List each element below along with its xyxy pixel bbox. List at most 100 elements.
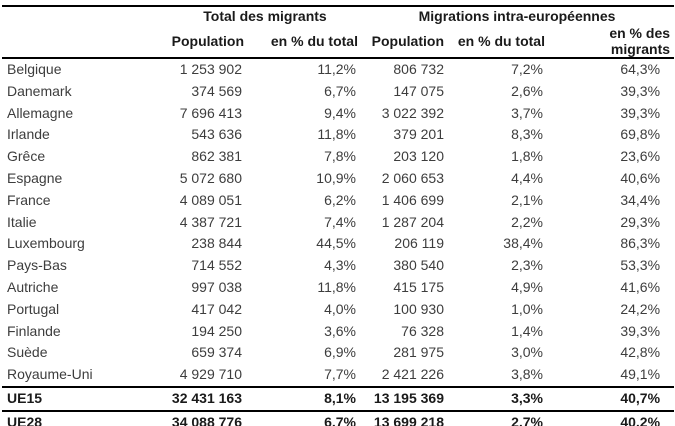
value-cell: 4 929 710 [179, 366, 242, 383]
value-cell: 3,0% [511, 344, 543, 361]
value-cell: 11,2% [317, 61, 356, 77]
country-label: Royaume-Uni [7, 366, 93, 383]
value-cell: 2,3% [511, 257, 543, 274]
value-cell: 7 696 413 [179, 104, 242, 121]
value-cell: 40,7% [620, 389, 661, 406]
value-cell: 4,0% [324, 300, 356, 317]
table-row: Luxembourg 238 844 44,5% 206 119 38,4% 8… [2, 233, 674, 255]
group-header-intra-european: Migrations intra-européennes [418, 8, 616, 24]
table-row: Belgique 1 253 902 11,2% 806 732 7,2% 64… [2, 58, 674, 81]
country-label: Suède [7, 344, 48, 361]
value-cell: 1 287 204 [381, 213, 444, 230]
value-cell: 69,8% [620, 126, 661, 143]
value-cell: 42,8% [620, 344, 661, 361]
col-header-population-total: Population [171, 33, 244, 49]
table-row: Finlande 194 250 3,6% 76 328 1,4% 39,3% [2, 321, 674, 343]
value-cell: 380 540 [393, 257, 444, 274]
value-cell: 11,8% [317, 278, 356, 295]
value-cell: 23,6% [620, 148, 661, 165]
value-cell: 2,7% [511, 413, 543, 426]
value-cell: 7,2% [511, 61, 543, 77]
table-row: Grêce 862 381 7,8% 203 120 1,8% 23,6% [2, 146, 674, 168]
value-cell: 6,2% [324, 191, 356, 208]
col-header-pct-migrants: en % des migrants [609, 25, 671, 57]
value-cell: 4 387 721 [179, 213, 242, 230]
table-row: Suède 659 374 6,9% 281 975 3,0% 42,8% [2, 342, 674, 364]
country-label: Finlande [7, 322, 61, 339]
value-cell: 206 119 [394, 235, 444, 252]
value-cell: 53,3% [620, 257, 661, 274]
value-cell: 39,3% [620, 322, 661, 339]
country-label: France [7, 191, 51, 208]
value-cell: 6,7% [324, 413, 356, 426]
value-cell: 44,5% [316, 235, 356, 252]
value-cell: 40,2% [620, 413, 661, 426]
value-cell: 3,6% [324, 322, 356, 339]
value-cell: 659 374 [191, 344, 242, 361]
value-cell: 379 201 [393, 126, 444, 143]
value-cell: 7,4% [324, 213, 356, 230]
value-cell: 34 088 776 [171, 413, 242, 426]
value-cell: 29,3% [620, 213, 661, 230]
value-cell: 281 975 [393, 344, 444, 361]
value-cell: 100 930 [393, 300, 444, 317]
table-row: Pays-Bas 714 552 4,3% 380 540 2,3% 53,3% [2, 255, 674, 277]
table-row: Allemagne 7 696 413 9,4% 3 022 392 3,7% … [2, 103, 674, 125]
table-header: Total des migrants Migrations intra-euro… [2, 6, 675, 58]
country-label: Allemagne [7, 104, 74, 121]
country-label: Italie [7, 213, 37, 230]
country-label: Pays-Bas [7, 257, 67, 274]
value-cell: 13 699 218 [373, 413, 444, 426]
value-cell: 2,1% [511, 191, 543, 208]
table-row: Royaume-Uni 4 929 710 7,7% 2 421 226 3,8… [2, 364, 674, 387]
value-cell: 11,8% [317, 126, 356, 143]
value-cell: 1,8% [511, 148, 543, 165]
country-label: Espagne [7, 169, 63, 186]
value-cell: 2 060 653 [381, 169, 444, 186]
value-cell: 7,7% [324, 366, 356, 383]
value-cell: 4,9% [511, 278, 543, 295]
country-label: UE15 [7, 389, 43, 406]
table-row: Portugal 417 042 4,0% 100 930 1,0% 24,2% [2, 299, 674, 321]
table-body: Belgique 1 253 902 11,2% 806 732 7,2% 64… [2, 58, 675, 426]
value-cell: 5 072 680 [179, 169, 242, 186]
country-label: Grêce [7, 148, 46, 165]
value-cell: 415 175 [393, 278, 444, 295]
value-cell: 2,2% [511, 213, 543, 230]
value-cell: 2,6% [511, 82, 543, 99]
value-cell: 194 250 [191, 322, 242, 339]
value-cell: 7,8% [324, 148, 356, 165]
value-cell: 64,3% [620, 61, 661, 77]
value-cell: 32 431 163 [171, 389, 242, 406]
value-cell: 86,3% [620, 235, 661, 252]
corner-cell-sub [2, 25, 170, 58]
value-cell: 9,4% [324, 104, 356, 121]
value-cell: 3,3% [511, 389, 543, 406]
country-label: Portugal [7, 300, 60, 317]
value-cell: 3 022 392 [381, 104, 444, 121]
value-cell: 3,8% [511, 366, 543, 383]
value-cell: 76 328 [401, 322, 444, 339]
value-cell: 34,4% [620, 191, 661, 208]
migrants-table-container: Total des migrants Migrations intra-euro… [2, 5, 675, 426]
value-cell: 862 381 [191, 148, 242, 165]
value-cell: 238 844 [191, 235, 242, 252]
value-cell: 374 569 [191, 82, 242, 99]
corner-cell [2, 6, 170, 25]
country-label: Irlande [7, 126, 50, 143]
value-cell: 417 042 [191, 300, 242, 317]
value-cell: 8,3% [511, 126, 543, 143]
value-cell: 40,6% [620, 169, 661, 186]
value-cell: 1,4% [511, 322, 543, 339]
value-cell: 49,1% [620, 366, 661, 383]
value-cell: 1,0% [511, 300, 543, 317]
group-header-row: Total des migrants Migrations intra-euro… [2, 6, 674, 25]
value-cell: 147 075 [393, 82, 444, 99]
value-cell: 39,3% [620, 104, 661, 121]
value-cell: 4 089 051 [179, 191, 242, 208]
migrants-table: Total des migrants Migrations intra-euro… [2, 5, 675, 426]
value-cell: 806 732 [393, 61, 444, 77]
value-cell: 10,9% [316, 169, 356, 186]
group-header-total-migrants: Total des migrants [203, 8, 327, 24]
value-cell: 4,4% [511, 169, 543, 186]
